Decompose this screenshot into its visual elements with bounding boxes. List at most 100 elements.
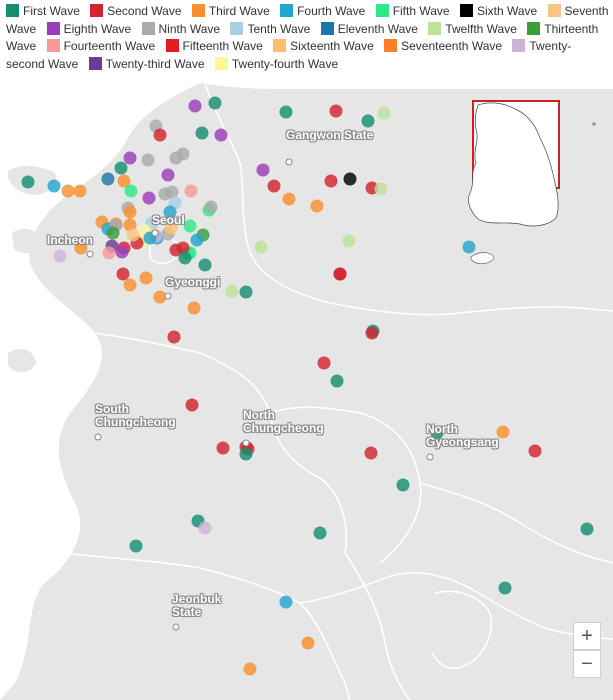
wave-marker[interactable] <box>139 271 153 285</box>
wave-marker[interactable] <box>129 539 143 553</box>
wave-marker[interactable] <box>195 126 209 140</box>
wave-marker[interactable] <box>143 231 157 245</box>
map-area[interactable]: Gangwon State Seoul Incheon Gyeonggi Sou… <box>0 83 613 700</box>
wave-marker[interactable] <box>329 104 343 118</box>
wave-marker[interactable] <box>21 175 35 189</box>
wave-marker[interactable] <box>254 240 268 254</box>
wave-marker[interactable] <box>188 99 202 113</box>
wave-marker[interactable] <box>142 191 156 205</box>
wave-marker[interactable] <box>161 168 175 182</box>
wave-marker[interactable] <box>74 241 88 255</box>
wave-marker[interactable] <box>185 398 199 412</box>
wave-marker[interactable] <box>123 218 137 232</box>
legend-item[interactable]: Second Wave <box>90 4 182 18</box>
legend-item[interactable]: Eighth Wave <box>46 21 131 36</box>
wave-marker[interactable] <box>106 226 120 240</box>
wave-marker[interactable] <box>310 199 324 213</box>
wave-marker[interactable] <box>153 128 167 142</box>
wave-marker[interactable] <box>184 184 198 198</box>
wave-marker[interactable] <box>204 200 218 214</box>
wave-marker[interactable] <box>343 172 357 186</box>
wave-marker[interactable] <box>365 326 379 340</box>
legend-item[interactable]: Tenth Wave <box>230 21 310 36</box>
wave-marker[interactable] <box>47 179 61 193</box>
wave-marker[interactable] <box>333 267 347 281</box>
wave-marker[interactable] <box>178 251 192 265</box>
wave-marker[interactable] <box>53 249 67 263</box>
wave-marker[interactable] <box>187 301 201 315</box>
wave-marker[interactable] <box>126 228 140 242</box>
legend-item[interactable]: Twenty-third Wave <box>88 56 205 71</box>
wave-marker[interactable] <box>225 284 239 298</box>
wave-marker[interactable] <box>496 425 510 439</box>
wave-marker[interactable] <box>198 521 212 535</box>
wave-marker[interactable] <box>114 161 128 175</box>
wave-marker[interactable] <box>61 184 75 198</box>
wave-marker[interactable] <box>279 105 293 119</box>
wave-marker[interactable] <box>364 446 378 460</box>
wave-marker[interactable] <box>73 184 87 198</box>
wave-marker[interactable] <box>165 185 179 199</box>
legend-item[interactable]: Fifteenth Wave <box>165 39 263 53</box>
legend-item[interactable]: Twelfth Wave <box>428 21 517 36</box>
legend-item[interactable]: Seventh Wave <box>6 4 609 36</box>
legend-item[interactable]: Twenty-fourth Wave <box>214 56 338 71</box>
wave-marker[interactable] <box>115 245 129 259</box>
wave-marker[interactable] <box>342 234 356 248</box>
wave-marker[interactable] <box>317 356 331 370</box>
wave-marker[interactable] <box>324 174 338 188</box>
wave-marker[interactable] <box>377 106 391 120</box>
legend-item[interactable]: First Wave <box>6 4 80 18</box>
wave-marker[interactable] <box>239 447 253 461</box>
wave-marker[interactable] <box>198 258 212 272</box>
wave-marker[interactable] <box>239 285 253 299</box>
legend-item[interactable]: Ninth Wave <box>141 21 220 36</box>
wave-marker[interactable] <box>313 526 327 540</box>
wave-marker[interactable] <box>167 330 181 344</box>
wave-marker[interactable] <box>190 233 204 247</box>
legend-item[interactable]: Eleventh Wave <box>320 21 418 36</box>
wave-marker[interactable] <box>282 192 296 206</box>
wave-marker[interactable] <box>430 426 444 440</box>
wave-marker[interactable] <box>117 174 131 188</box>
legend-item[interactable]: Sixth Wave <box>459 4 537 18</box>
wave-marker[interactable] <box>214 128 228 142</box>
wave-marker[interactable] <box>208 96 222 110</box>
wave-marker[interactable] <box>243 662 257 676</box>
legend-item[interactable]: Fifth Wave <box>375 4 450 18</box>
wave-marker[interactable] <box>361 114 375 128</box>
wave-marker[interactable] <box>301 636 315 650</box>
legend-item[interactable]: Twenty-second Wave <box>6 39 571 71</box>
wave-marker[interactable] <box>279 595 293 609</box>
wave-marker[interactable] <box>176 241 190 255</box>
wave-marker[interactable] <box>163 205 177 219</box>
wave-marker[interactable] <box>153 290 167 304</box>
legend-item[interactable]: Third Wave <box>191 4 270 18</box>
legend-item[interactable]: Fourth Wave <box>280 4 365 18</box>
wave-marker[interactable] <box>123 278 137 292</box>
wave-marker[interactable] <box>462 240 476 254</box>
wave-marker[interactable] <box>256 163 270 177</box>
wave-marker[interactable] <box>102 246 116 260</box>
legend-item[interactable]: Thirteenth Wave <box>6 21 598 53</box>
wave-marker[interactable] <box>169 151 183 165</box>
wave-marker[interactable] <box>101 172 115 186</box>
zoom-in-button[interactable]: + <box>573 622 601 650</box>
wave-marker[interactable] <box>124 184 138 198</box>
wave-marker[interactable] <box>330 374 344 388</box>
wave-marker[interactable] <box>164 221 178 235</box>
wave-marker[interactable] <box>396 478 410 492</box>
wave-marker[interactable] <box>141 153 155 167</box>
wave-marker[interactable] <box>123 151 137 165</box>
legend-item[interactable]: Fourteenth Wave <box>46 39 155 53</box>
wave-marker[interactable] <box>116 267 130 281</box>
wave-marker[interactable] <box>498 581 512 595</box>
legend-item[interactable]: Sixteenth Wave <box>273 39 374 53</box>
wave-marker[interactable] <box>123 205 137 219</box>
wave-marker[interactable] <box>374 182 388 196</box>
wave-marker[interactable] <box>216 441 230 455</box>
wave-marker[interactable] <box>528 444 542 458</box>
legend-item[interactable]: Seventeenth Wave <box>384 39 502 53</box>
wave-marker[interactable] <box>183 219 197 233</box>
wave-marker[interactable] <box>580 522 594 536</box>
